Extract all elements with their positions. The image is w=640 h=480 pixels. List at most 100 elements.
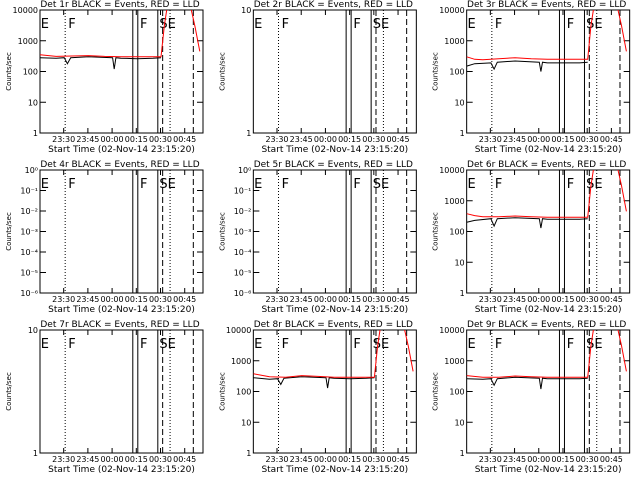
y-tick-label: 1000: [18, 37, 38, 46]
y-axis-label: Counts/sec: [5, 372, 13, 411]
x-tick-label: 00:30: [576, 135, 599, 144]
plot-frame: [466, 329, 631, 454]
y-tick-label: 1: [460, 449, 465, 458]
y-tick-label: 100: [23, 68, 38, 77]
x-tick-label: 23:30: [52, 295, 75, 304]
y-tick-label: 1000: [444, 357, 464, 366]
panel-title: Det 7r BLACK = Events, RED = LLD: [40, 320, 199, 330]
annotation: F: [68, 337, 75, 352]
y-tick-label: 1: [33, 449, 38, 458]
x-tick-label: 00:00: [314, 135, 337, 144]
y-tick-label: 10⁻³: [20, 228, 38, 237]
y-tick-label: 1: [460, 289, 465, 298]
plot-frame: [39, 9, 204, 134]
x-tick-label: 00:30: [362, 455, 385, 464]
x-tick-label: 00:00: [314, 295, 337, 304]
y-tick-label: 100: [449, 228, 464, 237]
panel-title: Det 4r BLACK = Events, RED = LLD: [40, 160, 199, 170]
x-tick-label: 23:45: [503, 135, 526, 144]
x-tick-label: 23:30: [479, 135, 502, 144]
y-tick-label: 10⁻⁴: [20, 248, 38, 257]
y-axis-label: Counts/sec: [432, 372, 440, 411]
y-tick-label: 1000: [444, 197, 464, 206]
plot-frame: [39, 169, 204, 294]
panel-title: Det 6r BLACK = Events, RED = LLD: [467, 160, 626, 170]
annotation: F: [68, 177, 75, 192]
x-axis-label: Start Time (02-Nov-14 23:15:20): [261, 145, 408, 155]
x-tick-label: 23:30: [52, 455, 75, 464]
x-axis-label: Start Time (02-Nov-14 23:15:20): [475, 465, 622, 475]
annotation: E: [254, 337, 262, 352]
series-line: [253, 376, 375, 389]
y-tick-label: 10⁻⁵: [20, 269, 38, 278]
annotation: F: [282, 17, 289, 32]
y-tick-label: 10⁻¹: [20, 187, 38, 196]
series-line: [40, 10, 201, 58]
series-line: [253, 330, 414, 378]
x-tick-label: 23:30: [479, 455, 502, 464]
y-tick-label: 1: [246, 449, 251, 458]
x-tick-label: 23:45: [76, 135, 99, 144]
annotation: F: [567, 337, 574, 352]
panel-title: Det 3r BLACK = Events, RED = LLD: [467, 0, 626, 10]
plot-frame: [252, 169, 417, 294]
annotation: F: [495, 17, 502, 32]
x-axis-label: Start Time (02-Nov-14 23:15:20): [261, 305, 408, 315]
annotation: SE: [159, 177, 175, 192]
y-tick-label: 100: [449, 388, 464, 397]
x-tick-label: 00:30: [362, 135, 385, 144]
annotation: F: [282, 177, 289, 192]
y-tick-label: 1: [460, 129, 465, 138]
x-tick-label: 00:30: [362, 295, 385, 304]
annotation: F: [495, 337, 502, 352]
x-tick-label: 00:30: [576, 455, 599, 464]
annotation: E: [41, 177, 49, 192]
x-tick-label: 00:45: [387, 135, 410, 144]
x-tick-label: 00:45: [173, 295, 196, 304]
series-line: [40, 56, 162, 70]
annotation: E: [467, 337, 475, 352]
x-tick-label: 23:45: [76, 295, 99, 304]
x-tick-label: 00:15: [551, 455, 574, 464]
panel: Det 4r BLACK = Events, RED = LLD Counts/s…: [5, 160, 204, 315]
plot-frame: [252, 9, 417, 134]
x-tick-label: 23:45: [290, 135, 313, 144]
y-tick-label: 10: [454, 258, 464, 267]
series-line: [466, 330, 627, 378]
x-tick-label: 23:45: [290, 455, 313, 464]
y-tick-label: 10⁻¹: [234, 187, 252, 196]
x-axis-label: Start Time (02-Nov-14 23:15:20): [48, 145, 195, 155]
x-tick-label: 23:45: [503, 295, 526, 304]
y-tick-label: 10000: [13, 6, 38, 15]
y-axis-label: Counts/sec: [5, 52, 13, 91]
panel-title: Det 9r BLACK = Events, RED = LLD: [467, 320, 626, 330]
y-tick-label: 10000: [439, 326, 464, 335]
x-tick-label: 00:00: [314, 455, 337, 464]
x-tick-label: 23:45: [503, 455, 526, 464]
plot-frame: [252, 329, 417, 454]
x-tick-label: 00:45: [600, 135, 623, 144]
x-tick-label: 00:30: [576, 295, 599, 304]
series-line: [466, 217, 588, 229]
annotation: SE: [373, 337, 389, 352]
annotation: F: [353, 337, 360, 352]
x-tick-label: 00:15: [125, 135, 148, 144]
annotation: F: [495, 177, 502, 192]
annotation: F: [567, 17, 574, 32]
y-tick-label: 1: [246, 129, 251, 138]
x-axis-label: Start Time (02-Nov-14 23:15:20): [48, 465, 195, 475]
x-tick-label: 00:00: [527, 295, 550, 304]
annotation: SE: [159, 337, 175, 352]
x-tick-label: 00:45: [600, 455, 623, 464]
annotation: F: [140, 177, 147, 192]
panel: Det 7r BLACK = Events, RED = LLD Counts/s…: [5, 320, 204, 475]
y-tick-label: 10: [28, 326, 38, 335]
x-tick-label: 00:00: [101, 295, 124, 304]
x-tick-label: 00:45: [600, 295, 623, 304]
x-tick-label: 00:00: [101, 135, 124, 144]
annotation: F: [282, 337, 289, 352]
panel: Det 3r BLACK = Events, RED = LLD Counts/s…: [432, 0, 631, 155]
y-axis-label: Counts/sec: [218, 52, 226, 91]
annotation: SE: [373, 17, 389, 32]
x-tick-label: 23:30: [479, 295, 502, 304]
